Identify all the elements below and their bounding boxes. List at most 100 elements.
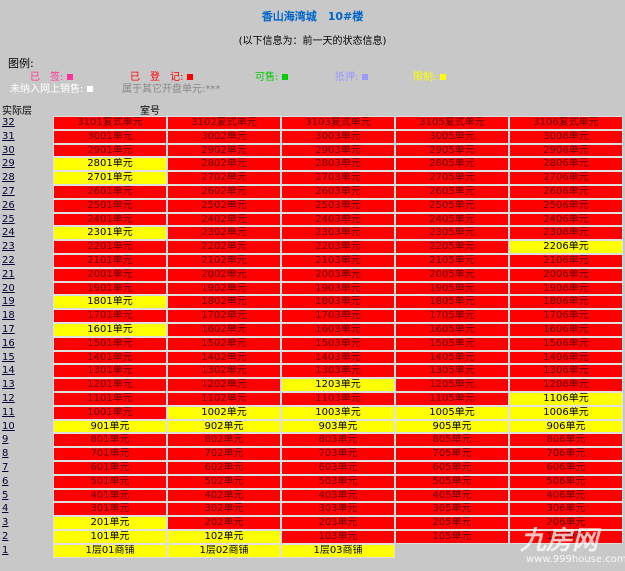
unit-cell[interactable]: 405单元 — [395, 488, 509, 503]
floor-link[interactable]: 19 — [2, 296, 15, 308]
floor-link[interactable]: 9 — [2, 434, 9, 446]
unit-cell[interactable]: 1305单元 — [395, 364, 509, 379]
floor-link[interactable]: 14 — [2, 365, 15, 377]
floor-link[interactable]: 7 — [2, 462, 9, 473]
unit-cell[interactable]: 601单元 — [53, 461, 167, 475]
floor-link[interactable]: 10 — [2, 420, 15, 432]
unit-cell[interactable]: 1403单元 — [281, 350, 395, 365]
unit-cell[interactable]: 1602单元 — [167, 323, 281, 337]
unit-cell[interactable]: 2402单元 — [167, 212, 281, 227]
floor-link[interactable]: 8 — [2, 448, 9, 460]
unit-cell[interactable]: 2506单元 — [509, 198, 623, 213]
unit-cell[interactable]: 3006单元 — [509, 129, 623, 144]
unit-cell[interactable]: 303单元 — [281, 502, 395, 517]
unit-cell[interactable]: 106单元 — [509, 530, 623, 544]
floor-link[interactable]: 6 — [2, 475, 9, 487]
unit-cell[interactable]: 605单元 — [395, 461, 509, 475]
unit-cell[interactable]: 2601单元 — [53, 185, 167, 199]
unit-cell[interactable]: 2006单元 — [509, 267, 623, 282]
floor-link[interactable]: 26 — [2, 199, 15, 211]
floor-link[interactable]: 27 — [2, 186, 15, 197]
unit-cell[interactable]: 1801单元 — [53, 295, 167, 310]
unit-cell[interactable]: 1605单元 — [395, 323, 509, 337]
unit-cell[interactable]: 406单元 — [509, 488, 623, 503]
unit-cell[interactable]: 705单元 — [395, 447, 509, 461]
unit-cell[interactable]: 3101复式单元 — [53, 116, 167, 130]
unit-cell[interactable]: 2101单元 — [53, 254, 167, 268]
unit-cell[interactable]: 206单元 — [509, 516, 623, 530]
unit-cell[interactable]: 1405单元 — [395, 350, 509, 365]
unit-cell[interactable]: 801单元 — [53, 433, 167, 448]
unit-cell[interactable]: 103单元 — [281, 530, 395, 544]
unit-cell[interactable]: 2002单元 — [167, 267, 281, 282]
unit-cell[interactable]: 501单元 — [53, 474, 167, 489]
floor-link[interactable]: 24 — [2, 227, 15, 239]
unit-cell[interactable]: 305单元 — [395, 502, 509, 517]
unit-cell[interactable]: 901单元 — [53, 419, 167, 434]
unit-cell[interactable]: 2003单元 — [281, 267, 395, 282]
unit-cell[interactable]: 1503单元 — [281, 336, 395, 351]
unit-cell[interactable]: 1601单元 — [53, 323, 167, 337]
unit-cell[interactable]: 1506单元 — [509, 336, 623, 351]
unit-cell[interactable]: 301单元 — [53, 502, 167, 517]
unit-cell[interactable]: 1102单元 — [167, 392, 281, 406]
unit-cell[interactable]: 2401单元 — [53, 212, 167, 227]
unit-cell[interactable]: 606单元 — [509, 461, 623, 475]
unit-cell[interactable]: 2602单元 — [167, 185, 281, 199]
unit-cell[interactable]: 1201单元 — [53, 378, 167, 392]
unit-cell[interactable]: 906单元 — [509, 419, 623, 434]
floor-link[interactable]: 16 — [2, 337, 15, 349]
unit-cell[interactable]: 2102单元 — [167, 254, 281, 268]
unit-cell[interactable]: 506单元 — [509, 474, 623, 489]
unit-cell[interactable]: 503单元 — [281, 474, 395, 489]
unit-cell[interactable]: 2406单元 — [509, 212, 623, 227]
unit-cell[interactable]: 2103单元 — [281, 254, 395, 268]
unit-cell[interactable]: 2205单元 — [395, 240, 509, 254]
unit-cell[interactable]: 1401单元 — [53, 350, 167, 365]
unit-cell[interactable]: 602单元 — [167, 461, 281, 475]
unit-cell[interactable]: 1301单元 — [53, 364, 167, 379]
unit-cell[interactable]: 2701单元 — [53, 171, 167, 185]
unit-cell[interactable]: 2206单元 — [509, 240, 623, 254]
unit-cell[interactable]: 1002单元 — [167, 405, 281, 420]
unit-cell[interactable]: 2202单元 — [167, 240, 281, 254]
unit-cell[interactable]: 806单元 — [509, 433, 623, 448]
floor-link[interactable]: 28 — [2, 172, 15, 184]
unit-cell[interactable]: 2805单元 — [395, 157, 509, 172]
unit-cell[interactable]: 1502单元 — [167, 336, 281, 351]
unit-cell[interactable]: 2503单元 — [281, 198, 395, 213]
unit-cell[interactable]: 202单元 — [167, 516, 281, 530]
unit-cell[interactable]: 1606单元 — [509, 323, 623, 337]
unit-cell[interactable]: 2702单元 — [167, 171, 281, 185]
unit-cell[interactable]: 1103单元 — [281, 392, 395, 406]
unit-cell[interactable]: 803单元 — [281, 433, 395, 448]
unit-cell[interactable]: 905单元 — [395, 419, 509, 434]
unit-cell[interactable]: 2403单元 — [281, 212, 395, 227]
unit-cell[interactable]: 2903单元 — [281, 143, 395, 158]
unit-cell[interactable]: 1106单元 — [509, 392, 623, 406]
unit-cell[interactable]: 2305单元 — [395, 226, 509, 241]
unit-cell[interactable]: 1706单元 — [509, 309, 623, 323]
unit-cell[interactable]: 401单元 — [53, 488, 167, 503]
unit-cell[interactable]: 1805单元 — [395, 295, 509, 310]
unit-cell[interactable]: 2501单元 — [53, 198, 167, 213]
floor-link[interactable]: 15 — [2, 351, 15, 363]
unit-cell[interactable]: 3002单元 — [167, 129, 281, 144]
unit-cell[interactable]: 2605单元 — [395, 185, 509, 199]
unit-cell[interactable]: 2302单元 — [167, 226, 281, 241]
unit-cell[interactable]: 502单元 — [167, 474, 281, 489]
unit-cell[interactable]: 3001单元 — [53, 129, 167, 144]
unit-cell[interactable]: 2905单元 — [395, 143, 509, 158]
floor-link[interactable]: 31 — [2, 130, 15, 142]
floor-link[interactable]: 22 — [2, 255, 15, 266]
unit-cell[interactable]: 102单元 — [167, 530, 281, 544]
unit-cell[interactable]: 2301单元 — [53, 226, 167, 241]
floor-link[interactable]: 1 — [2, 544, 9, 556]
unit-cell[interactable]: 1101单元 — [53, 392, 167, 406]
unit-cell[interactable]: 2901单元 — [53, 143, 167, 158]
unit-cell[interactable]: 603单元 — [281, 461, 395, 475]
unit-cell[interactable]: 3103复式单元 — [281, 116, 395, 130]
unit-cell[interactable]: 2603单元 — [281, 185, 395, 199]
unit-cell[interactable]: 1902单元 — [167, 281, 281, 296]
unit-cell[interactable]: 2502单元 — [167, 198, 281, 213]
